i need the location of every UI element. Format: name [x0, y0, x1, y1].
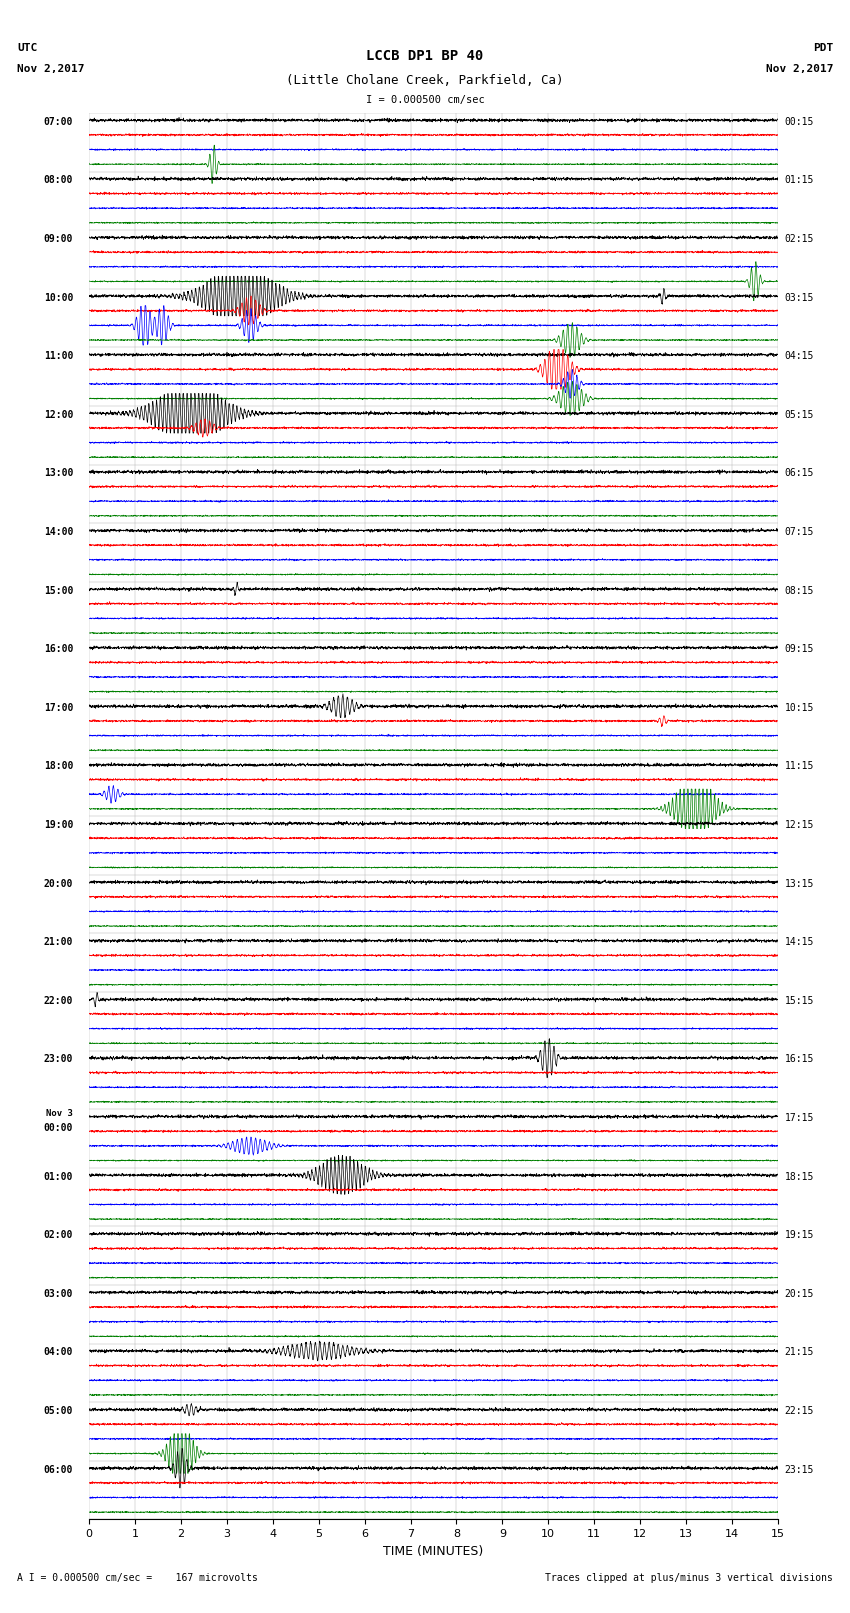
Text: 03:00: 03:00 — [44, 1289, 73, 1298]
X-axis label: TIME (MINUTES): TIME (MINUTES) — [383, 1545, 484, 1558]
Text: Nov 2,2017: Nov 2,2017 — [17, 65, 84, 74]
Text: 21:00: 21:00 — [44, 937, 73, 947]
Text: A I = 0.000500 cm/sec =    167 microvolts: A I = 0.000500 cm/sec = 167 microvolts — [17, 1573, 258, 1582]
Text: 09:15: 09:15 — [785, 644, 814, 655]
Text: Traces clipped at plus/minus 3 vertical divisions: Traces clipped at plus/minus 3 vertical … — [545, 1573, 833, 1582]
Text: 05:15: 05:15 — [785, 410, 814, 419]
Text: 20:00: 20:00 — [44, 879, 73, 889]
Text: I = 0.000500 cm/sec: I = 0.000500 cm/sec — [366, 95, 484, 105]
Text: 11:15: 11:15 — [785, 761, 814, 771]
Text: 23:15: 23:15 — [785, 1465, 814, 1474]
Text: 18:00: 18:00 — [44, 761, 73, 771]
Text: 07:15: 07:15 — [785, 527, 814, 537]
Text: UTC: UTC — [17, 44, 37, 53]
Text: 11:00: 11:00 — [44, 352, 73, 361]
Text: 17:15: 17:15 — [785, 1113, 814, 1123]
Text: 08:15: 08:15 — [785, 586, 814, 595]
Text: 19:00: 19:00 — [44, 819, 73, 831]
Text: 16:15: 16:15 — [785, 1055, 814, 1065]
Text: 03:15: 03:15 — [785, 292, 814, 303]
Text: Nov 3: Nov 3 — [46, 1110, 73, 1118]
Text: 01:00: 01:00 — [44, 1171, 73, 1182]
Text: 00:15: 00:15 — [785, 116, 814, 127]
Text: 08:00: 08:00 — [44, 176, 73, 185]
Text: 17:00: 17:00 — [44, 703, 73, 713]
Text: 02:15: 02:15 — [785, 234, 814, 244]
Text: 10:00: 10:00 — [44, 292, 73, 303]
Text: 10:15: 10:15 — [785, 703, 814, 713]
Text: 01:15: 01:15 — [785, 176, 814, 185]
Text: 19:15: 19:15 — [785, 1231, 814, 1240]
Text: 05:00: 05:00 — [44, 1407, 73, 1416]
Text: 06:00: 06:00 — [44, 1465, 73, 1474]
Text: 23:00: 23:00 — [44, 1055, 73, 1065]
Text: 02:00: 02:00 — [44, 1231, 73, 1240]
Text: 06:15: 06:15 — [785, 468, 814, 479]
Text: 07:00: 07:00 — [44, 116, 73, 127]
Text: 04:15: 04:15 — [785, 352, 814, 361]
Text: 14:00: 14:00 — [44, 527, 73, 537]
Text: 22:15: 22:15 — [785, 1407, 814, 1416]
Text: 14:15: 14:15 — [785, 937, 814, 947]
Text: 13:15: 13:15 — [785, 879, 814, 889]
Text: 00:00: 00:00 — [44, 1123, 73, 1132]
Text: 21:15: 21:15 — [785, 1347, 814, 1358]
Text: 22:00: 22:00 — [44, 995, 73, 1007]
Text: 12:15: 12:15 — [785, 819, 814, 831]
Text: 13:00: 13:00 — [44, 468, 73, 479]
Text: PDT: PDT — [813, 44, 833, 53]
Text: (Little Cholane Creek, Parkfield, Ca): (Little Cholane Creek, Parkfield, Ca) — [286, 74, 564, 87]
Text: 18:15: 18:15 — [785, 1171, 814, 1182]
Text: 20:15: 20:15 — [785, 1289, 814, 1298]
Text: 15:00: 15:00 — [44, 586, 73, 595]
Text: 15:15: 15:15 — [785, 995, 814, 1007]
Text: 12:00: 12:00 — [44, 410, 73, 419]
Text: 09:00: 09:00 — [44, 234, 73, 244]
Text: 16:00: 16:00 — [44, 644, 73, 655]
Text: 04:00: 04:00 — [44, 1347, 73, 1358]
Text: LCCB DP1 BP 40: LCCB DP1 BP 40 — [366, 50, 484, 63]
Text: Nov 2,2017: Nov 2,2017 — [766, 65, 833, 74]
